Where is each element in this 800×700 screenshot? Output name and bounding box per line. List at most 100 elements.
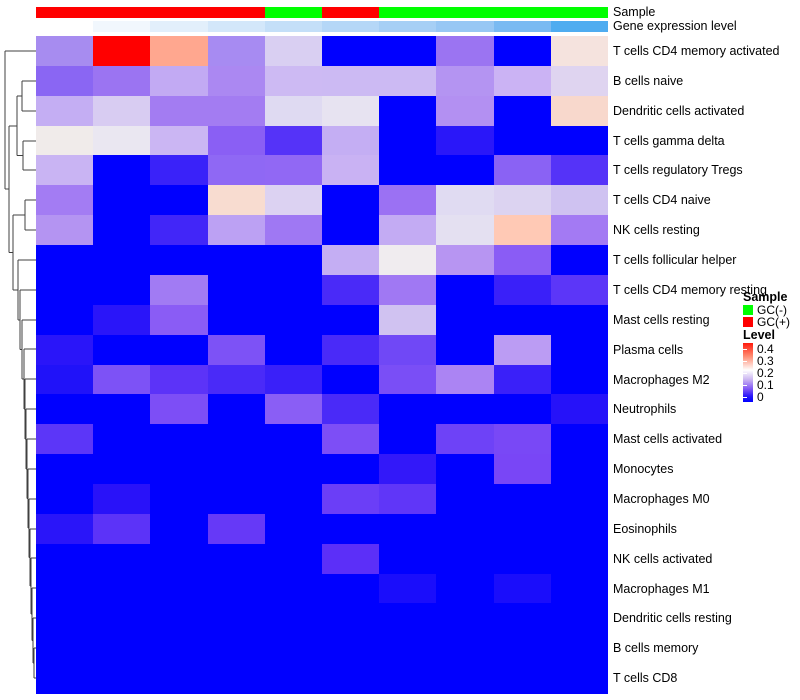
row-label: Monocytes [613, 462, 674, 477]
heatmap-cell [207, 663, 266, 694]
heatmap-cell [550, 603, 609, 634]
heatmap-cell [93, 36, 151, 67]
heatmap-cell [436, 364, 495, 395]
heatmap-cell [322, 454, 380, 485]
heatmap-cell [379, 304, 437, 336]
heatmap-cell [322, 573, 380, 604]
heatmap-cell [436, 424, 495, 455]
heatmap-cell [207, 245, 266, 276]
heatmap-cell [36, 185, 94, 216]
heatmap-cell [550, 36, 609, 67]
heatmap-cell [264, 36, 323, 67]
heatmap-cell [436, 185, 495, 216]
heatmap-cell [264, 364, 323, 395]
heatmap-cell [93, 394, 151, 425]
legend-swatch-GC(+) [743, 317, 753, 327]
heatmap-cell [207, 155, 266, 186]
heatmap-cell [493, 95, 552, 127]
heatmap-cell [379, 454, 437, 485]
heatmap-cell [493, 543, 552, 575]
heatmap-cell [436, 334, 495, 365]
heatmap-cell [93, 663, 151, 694]
heatmap-cell [36, 543, 94, 575]
row-label: T cells follicular helper [613, 253, 737, 268]
heatmap-cell [379, 155, 437, 186]
heatmap-cell [550, 245, 609, 276]
heatmap-cell [436, 573, 495, 604]
sample-annotation-cell [550, 7, 609, 18]
gene-expression-annotation-cell [36, 21, 94, 32]
heatmap-cell [550, 185, 609, 216]
heatmap-cell [550, 155, 609, 186]
heatmap-cell [493, 245, 552, 276]
heatmap-cell [207, 95, 266, 127]
heatmap-cell [322, 633, 380, 664]
heatmap-cell [379, 394, 437, 425]
heatmap-cell [207, 394, 266, 425]
heatmap-cell [379, 185, 437, 216]
heatmap-cell [36, 36, 94, 67]
row-label: T cells CD8 [613, 671, 678, 686]
heatmap-cell [493, 573, 552, 604]
heatmap-cell [264, 394, 323, 425]
sample-annotation-cell [93, 7, 151, 18]
heatmap-cell [493, 454, 552, 485]
heatmap-cell [93, 364, 151, 395]
heatmap-cell [379, 245, 437, 276]
heatmap-cell [322, 155, 380, 186]
heatmap-cell [207, 304, 266, 336]
level-tick-mark [743, 361, 747, 362]
heatmap-cell [150, 513, 209, 545]
heatmap-cell [493, 334, 552, 365]
heatmap-cell [150, 633, 209, 664]
row-label: T cells gamma delta [613, 133, 725, 148]
heatmap-cell [550, 513, 609, 545]
row-label: B cells naive [613, 73, 684, 88]
heatmap-cell [36, 394, 94, 425]
heatmap-cell [93, 483, 151, 515]
row-label: T cells CD4 memory resting [613, 282, 767, 297]
heatmap-cell [550, 633, 609, 664]
heatmap-cell [550, 65, 609, 97]
row-label: Dendritic cells activated [613, 103, 745, 118]
heatmap-cell [379, 334, 437, 365]
heatmap-cell [264, 155, 323, 186]
heatmap-cell [150, 454, 209, 485]
heatmap-cell [550, 483, 609, 515]
heatmap-cell [207, 36, 266, 67]
heatmap-cell [264, 125, 323, 156]
gene-expression-annotation-cell [150, 21, 209, 32]
heatmap-cell [36, 603, 94, 634]
heatmap-cell [379, 573, 437, 604]
heatmap-cell [264, 603, 323, 634]
heatmap-cell [207, 125, 266, 156]
heatmap-cell [322, 36, 380, 67]
heatmap-cell [379, 274, 437, 306]
heatmap-cell [322, 65, 380, 97]
row-label: T cells CD4 memory activated [613, 44, 780, 58]
heatmap-grid [36, 36, 609, 694]
heatmap-cell [436, 543, 495, 575]
heatmap-cell [150, 304, 209, 336]
heatmap-cell [36, 513, 94, 545]
heatmap-cell [264, 95, 323, 127]
heatmap-cell [322, 304, 380, 336]
heatmap-cell [207, 65, 266, 97]
heatmap-cell [493, 633, 552, 664]
gene-expression-annotation-cell [436, 21, 495, 32]
heatmap-cell [207, 334, 266, 365]
row-dendrogram [4, 50, 36, 679]
heatmap-cell [493, 65, 552, 97]
heatmap-cell [150, 36, 209, 67]
heatmap-cell [36, 95, 94, 127]
heatmap-cell [36, 364, 94, 395]
heatmap-cell [322, 185, 380, 216]
heatmap-cell [550, 274, 609, 306]
heatmap-cell [550, 424, 609, 455]
heatmap-cell [322, 394, 380, 425]
heatmap-cell [379, 483, 437, 515]
heatmap-cell [150, 573, 209, 604]
heatmap-cell [36, 245, 94, 276]
heatmap-cell [379, 543, 437, 575]
